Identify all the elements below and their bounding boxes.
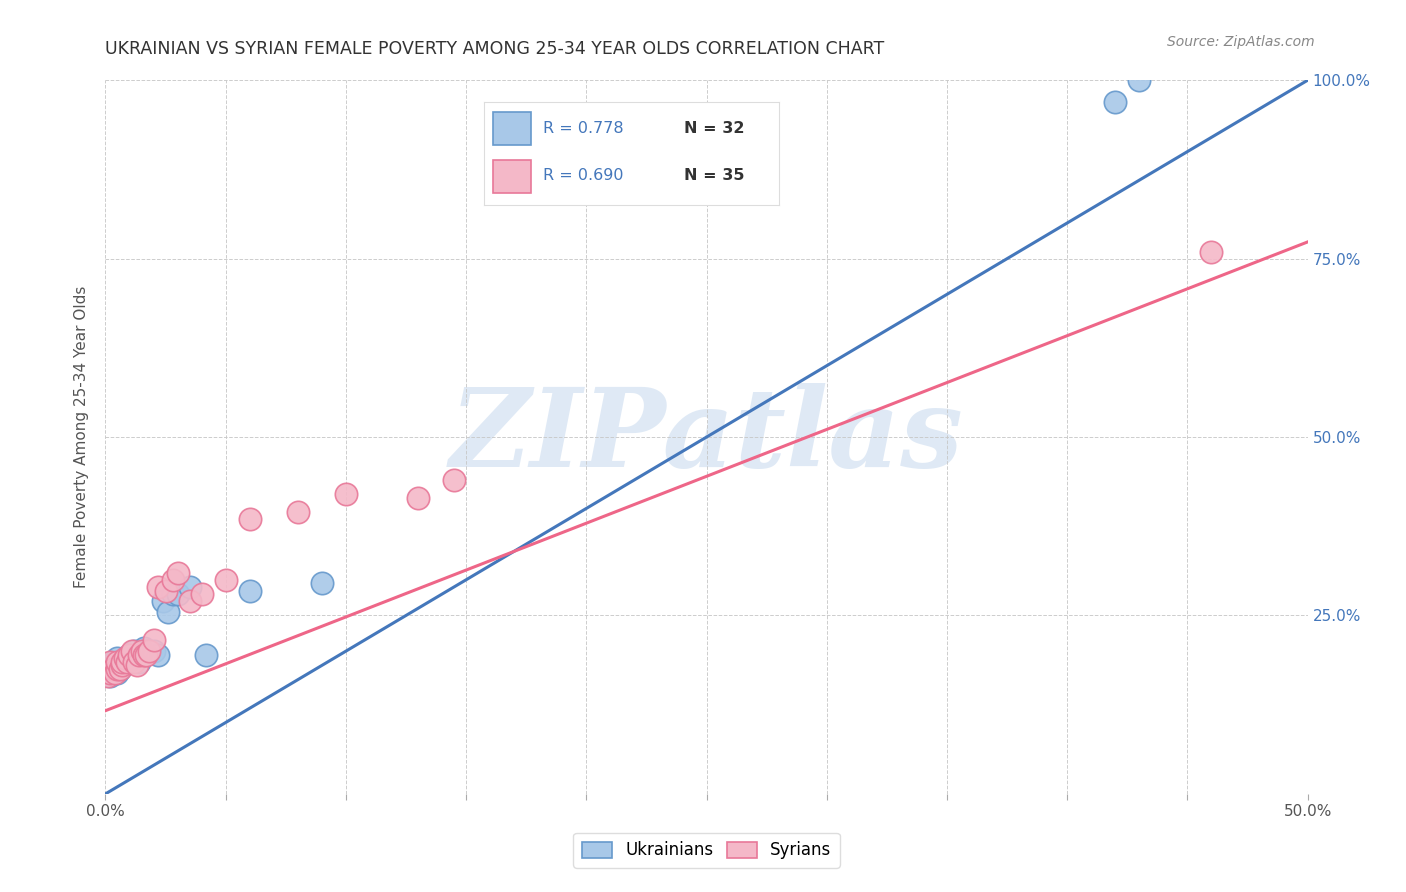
Point (107, 651, 129, 665)
Point (98, 669, 121, 683)
Legend: Ukrainians, Syrians: Ukrainians, Syrians (574, 833, 839, 868)
Point (179, 594, 201, 608)
Point (335, 487, 357, 501)
Point (239, 583, 262, 598)
Point (155, 583, 177, 598)
Point (124, 644, 146, 658)
Point (131, 644, 153, 658)
Point (135, 648, 157, 662)
Point (104, 665, 127, 680)
Point (148, 580, 170, 594)
Point (121, 648, 143, 662)
Point (128, 655, 150, 669)
Point (138, 644, 160, 658)
Point (190, 587, 212, 601)
Point (131, 644, 153, 658)
Y-axis label: Female Poverty Among 25-34 Year Olds: Female Poverty Among 25-34 Year Olds (75, 286, 90, 588)
Point (97, 669, 120, 683)
Point (1128, 73, 1150, 87)
Point (132, 648, 155, 662)
Point (162, 587, 184, 601)
Point (114, 655, 136, 669)
Point (239, 512, 262, 526)
Point (287, 505, 309, 519)
Point (138, 644, 160, 658)
Point (101, 655, 124, 669)
Point (101, 665, 124, 680)
Point (125, 651, 148, 665)
Point (114, 651, 136, 665)
Point (118, 648, 141, 662)
Point (166, 587, 188, 601)
Point (111, 658, 134, 673)
Point (1201, 244, 1223, 259)
Point (135, 644, 157, 658)
Point (111, 655, 134, 669)
Point (125, 658, 148, 673)
Point (195, 648, 218, 662)
Point (97, 662, 120, 676)
Point (107, 665, 129, 680)
Text: Source: ZipAtlas.com: Source: ZipAtlas.com (1167, 35, 1315, 49)
Text: UKRAINIAN VS SYRIAN FEMALE POVERTY AMONG 25-34 YEAR OLDS CORRELATION CHART: UKRAINIAN VS SYRIAN FEMALE POVERTY AMONG… (105, 40, 884, 58)
Point (124, 655, 146, 669)
Point (98, 655, 121, 669)
Point (115, 655, 138, 669)
Point (101, 662, 124, 676)
Point (111, 658, 134, 673)
Point (406, 491, 429, 505)
Point (1104, 95, 1126, 109)
Point (121, 644, 143, 658)
Point (214, 573, 236, 587)
Point (104, 662, 127, 676)
Point (148, 648, 170, 662)
Point (152, 594, 174, 608)
Point (98, 665, 121, 680)
Point (128, 648, 150, 662)
Point (311, 576, 333, 591)
Point (166, 566, 188, 580)
Point (107, 662, 129, 676)
Point (108, 662, 131, 676)
Point (179, 580, 201, 594)
Point (115, 651, 138, 665)
Point (107, 655, 129, 669)
Point (142, 633, 165, 648)
Point (162, 573, 184, 587)
Point (156, 605, 179, 619)
Point (132, 640, 155, 655)
Text: ZIPatlas: ZIPatlas (450, 384, 963, 491)
Point (108, 662, 131, 676)
Point (118, 648, 141, 662)
Point (142, 644, 165, 658)
Point (443, 473, 465, 487)
